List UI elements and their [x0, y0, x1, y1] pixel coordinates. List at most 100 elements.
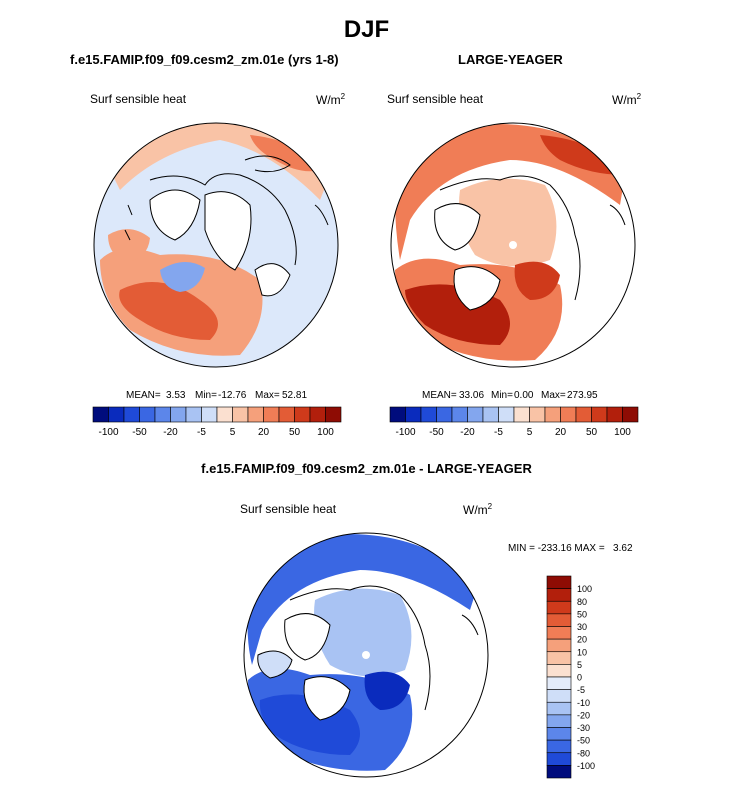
map1-colorbar-swatch	[108, 406, 125, 423]
map2-eurasia-coast	[439, 175, 581, 301]
map2-min-label: Min=	[491, 390, 513, 401]
panel3-units-exponent: 2	[487, 502, 493, 511]
map2-colorbar-swatch	[482, 406, 499, 423]
map3-colorbar-tick-label: -10	[577, 698, 590, 708]
map2-colorbar-swatch	[513, 406, 530, 423]
map2-colorbar-swatch	[467, 406, 484, 423]
map1-colorbar-tick-label: -20	[163, 427, 178, 438]
panel1-units-exponent: 2	[340, 92, 346, 101]
map2-colorbar-swatch	[622, 406, 639, 423]
map2-greenland-land	[453, 266, 501, 311]
map3-colorbar-swatch	[546, 626, 572, 640]
map3-colorbar-tick-label: -5	[577, 685, 585, 695]
map2-colorbar-swatch	[591, 406, 608, 423]
map3-colorbar-swatch	[546, 676, 572, 690]
map2-colorbar-tick-label: 50	[586, 427, 598, 438]
map3-hudson-light	[257, 650, 293, 679]
page-title: DJF	[343, 16, 390, 43]
panel3-units-label: W/m2	[463, 502, 492, 517]
map2-colorbar-swatch	[575, 406, 592, 423]
map1-colorbar: -100 -50 -20 -5 5 20 50 100	[92, 406, 342, 438]
map3-colorbar-swatch	[546, 664, 572, 678]
map2-mean-value: 33.06	[459, 390, 484, 401]
map3-colorbar-tick-label: -80	[577, 748, 590, 758]
map3-colorbar-tick-label: -30	[577, 723, 590, 733]
map2-colorbar-tick-label: 100	[614, 427, 631, 438]
map2-colorbar-tick-label: 5	[527, 427, 533, 438]
map1-colorbar-swatch	[216, 406, 233, 423]
panel2-units-text: W/m	[612, 93, 637, 107]
map1-colorbar-tick-label: -50	[132, 427, 147, 438]
map1-colorbar-swatch	[294, 406, 311, 423]
map3-colorbar-tick-label: 100	[577, 584, 592, 594]
map1-colorbar-swatch	[139, 406, 156, 423]
map1-canada-land	[149, 189, 201, 241]
map3-greenland-land	[303, 676, 351, 721]
map2-mean-label: MEAN=	[422, 390, 457, 401]
map1-ocean-coast-right	[314, 204, 329, 226]
map2-norwegian-core	[514, 261, 560, 300]
map1-mean-value: 3.53	[166, 390, 186, 401]
map3-colorbar-swatch	[546, 765, 572, 779]
map1-max-value: 52.81	[282, 390, 307, 401]
map3-colorbar-tick-label: 50	[577, 609, 587, 619]
map1-colorbar-swatch	[123, 406, 140, 423]
map1-atlantic-core	[119, 282, 218, 340]
panel2-title: LARGE-YEAGER	[458, 52, 563, 67]
map1-colorbar-tick-label: 20	[258, 427, 270, 438]
map3-colorbar-tick-label: 80	[577, 597, 587, 607]
map3-colorbar-tick-label: 30	[577, 622, 587, 632]
map3-coast-right	[461, 614, 479, 636]
map1-colorbar-swatch	[247, 406, 264, 423]
map3-colorbar-swatch	[546, 613, 572, 627]
map3-colorbar-tick-label: -20	[577, 710, 590, 720]
map3-colorbar-swatch	[546, 714, 572, 728]
map1-colorbar-swatch	[263, 406, 280, 423]
map1-greenland-land	[204, 191, 252, 271]
map2-colorbar-swatch	[544, 406, 561, 423]
map3-colorbar-tick-label: 10	[577, 647, 587, 657]
map2-stats: MEAN= 33.06 Min= 0.00 Max= 273.95	[422, 390, 598, 401]
map3-canada-land	[284, 613, 331, 661]
map1-pacific-core	[250, 135, 320, 172]
map2-colorbar-swatch	[560, 406, 577, 423]
map3-norwegian-core	[364, 671, 410, 710]
map3-colorbar-swatch	[546, 727, 572, 741]
map1-max-label: Max=	[255, 390, 280, 401]
map2-colorbar-tick-label: -100	[395, 427, 415, 438]
map3-colorbar-tick-label: 0	[577, 673, 582, 683]
map1-min-label: Min=	[195, 390, 217, 401]
map1-outline	[93, 122, 339, 368]
map3-colorbar-swatch	[546, 739, 572, 754]
map3-colorbar-tick-label: -100	[577, 761, 595, 771]
map1-colorbar-swatch	[170, 406, 187, 423]
map1-eurasia-coast	[149, 173, 297, 266]
map2-colorbar-swatch	[606, 406, 623, 423]
map1-pacific-coast	[244, 155, 291, 173]
map1-colorbar-tick-label: 100	[317, 427, 334, 438]
map3-colorbar-swatch	[546, 689, 572, 703]
map2-max-value: 273.95	[567, 390, 598, 401]
map3-colorbar-tick-label: 5	[577, 660, 582, 670]
map2-canada-land	[434, 203, 481, 251]
map2-arctic-light	[459, 178, 557, 267]
map2-colorbar-swatch	[420, 406, 437, 423]
panel3-variable-label: Surf sensible heat	[240, 502, 337, 516]
panel3-units-text: W/m	[463, 503, 488, 517]
map1-colorbar-swatch	[154, 406, 171, 423]
map1: MEAN= 3.53 Min= -12.76 Max= 52.81 -100 -5…	[92, 122, 342, 438]
map2-pole-marker	[509, 241, 517, 249]
map2-max-label: Max=	[541, 390, 566, 401]
panel3-stats: MIN = -233.16 MAX = 3.62	[508, 543, 633, 554]
map1-colorbar-swatch	[232, 406, 249, 423]
map2-colorbar-tick-label: 20	[555, 427, 567, 438]
map3-colorbar-tick-label: 20	[577, 635, 587, 645]
map3-outline	[243, 532, 489, 778]
map1-labrador-cool	[160, 261, 205, 292]
map1-colorbar-tick-label: 5	[230, 427, 236, 438]
map3-colorbar-swatch	[546, 575, 572, 589]
map2-colorbar-swatch	[405, 406, 422, 423]
map3-colorbar-swatch	[546, 638, 572, 653]
